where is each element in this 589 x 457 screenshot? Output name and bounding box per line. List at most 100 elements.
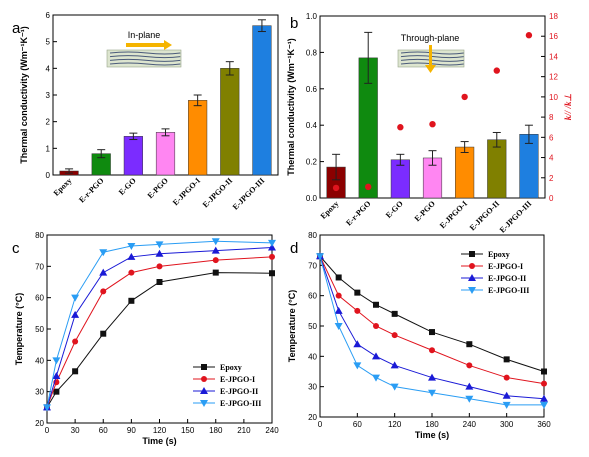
y-axis-label: Temperature (°C) bbox=[14, 293, 24, 365]
y-tick-label: 40 bbox=[308, 352, 317, 361]
data-point bbox=[335, 274, 342, 281]
y-tick-label: 2 bbox=[46, 118, 51, 127]
bar-e-pgo bbox=[155, 132, 176, 176]
y-tick-label: 60 bbox=[35, 294, 44, 303]
data-point bbox=[354, 289, 361, 296]
data-point bbox=[268, 239, 276, 247]
category-label: E-JPGO-III bbox=[231, 176, 267, 212]
data-point bbox=[155, 249, 164, 257]
legend-entry-e-jpgo-iii: E-JPGO-III bbox=[220, 399, 261, 408]
data-point bbox=[268, 243, 276, 251]
y-tick-label: 5 bbox=[46, 38, 51, 47]
data-point bbox=[373, 323, 379, 329]
y-axis-label: Thermal conductivity (Wm⁻¹K⁻¹) bbox=[286, 38, 296, 176]
series-line-e-jpgo-i bbox=[46, 256, 273, 408]
data-point bbox=[269, 270, 275, 277]
category-label: E-r-PGO bbox=[77, 176, 105, 204]
data-point bbox=[52, 372, 61, 379]
data-point bbox=[428, 373, 436, 381]
bar-e-jpgo-i bbox=[188, 100, 208, 176]
data-point bbox=[72, 368, 79, 375]
y-tick-label: 0.2 bbox=[306, 158, 318, 167]
x-tick-label: 60 bbox=[353, 420, 362, 429]
data-point bbox=[212, 269, 219, 276]
data-point bbox=[541, 368, 547, 375]
data-point bbox=[211, 246, 220, 254]
data-point bbox=[99, 268, 108, 276]
inset-sheet-line bbox=[400, 62, 464, 66]
y-tick-label: 20 bbox=[35, 419, 44, 428]
data-point bbox=[53, 388, 60, 395]
inset-sheet-line bbox=[400, 55, 464, 59]
category-label: E-r-PGO bbox=[344, 199, 372, 227]
y-tick-label: 30 bbox=[308, 383, 317, 392]
y-tick-label: 1.0 bbox=[306, 12, 318, 21]
y2-axis-label: k// /k⊥ bbox=[563, 94, 573, 121]
x-tick-label: 210 bbox=[237, 426, 251, 435]
data-point bbox=[429, 329, 435, 336]
data-point bbox=[100, 288, 107, 295]
inset-sheet-line bbox=[400, 51, 464, 55]
data-point bbox=[334, 306, 343, 314]
data-point bbox=[429, 347, 435, 354]
y-tick-label: 50 bbox=[35, 325, 44, 334]
data-point bbox=[155, 241, 164, 249]
data-point bbox=[354, 307, 361, 314]
data-point bbox=[390, 361, 399, 369]
ratio-point bbox=[397, 124, 404, 131]
y2-tick-label: 12 bbox=[549, 73, 558, 82]
y-tick-label: 6 bbox=[46, 11, 51, 20]
data-point bbox=[43, 404, 51, 412]
y-tick-label: 50 bbox=[308, 322, 317, 331]
data-point bbox=[391, 310, 398, 317]
data-point bbox=[502, 401, 511, 409]
data-point bbox=[469, 251, 475, 257]
y-tick-label: 0.6 bbox=[306, 85, 318, 94]
y-tick-label: 80 bbox=[308, 231, 317, 240]
y-tick-label: 4 bbox=[46, 64, 51, 73]
x-tick-label: 150 bbox=[181, 426, 195, 435]
y-tick-label: 0.8 bbox=[306, 48, 318, 57]
ratio-point bbox=[493, 67, 500, 74]
legend-entry-epoxy: Epoxy bbox=[220, 363, 242, 372]
category-label: E-GO bbox=[384, 199, 405, 220]
x-tick-label: 0 bbox=[318, 420, 323, 429]
ratio-point bbox=[429, 120, 436, 128]
category-label: E-JPGO-I bbox=[171, 176, 202, 207]
legend-entry-e-jpgo-ii: E-JPGO-II bbox=[220, 387, 258, 396]
y2-tick-label: 6 bbox=[549, 133, 554, 142]
data-point bbox=[127, 242, 136, 250]
y-tick-label: 3 bbox=[46, 91, 51, 100]
y-tick-label: 60 bbox=[308, 292, 317, 301]
data-point bbox=[72, 338, 79, 345]
x-tick-label: 120 bbox=[388, 420, 402, 429]
arrow-in-plane-head-icon bbox=[164, 40, 172, 50]
category-label: E-GO bbox=[117, 176, 138, 197]
ratio-point bbox=[365, 183, 372, 191]
y-tick-label: 0.0 bbox=[306, 194, 318, 203]
data-point bbox=[540, 401, 548, 409]
ratio-point bbox=[332, 184, 340, 192]
y2-tick-label: 18 bbox=[549, 12, 558, 21]
x-tick-label: 300 bbox=[500, 420, 514, 429]
x-tick-label: 90 bbox=[127, 426, 136, 435]
data-point bbox=[541, 380, 547, 387]
data-point bbox=[200, 400, 208, 407]
series-line-epoxy bbox=[46, 272, 273, 408]
x-axis-label: Time (s) bbox=[415, 430, 449, 440]
x-tick-label: 0 bbox=[45, 426, 50, 435]
data-point bbox=[353, 362, 362, 370]
data-point bbox=[128, 269, 135, 276]
y-tick-label: 40 bbox=[35, 356, 44, 365]
x-tick-label: 180 bbox=[209, 426, 223, 435]
y2-tick-label: 0 bbox=[549, 194, 554, 203]
y2-tick-label: 2 bbox=[549, 174, 554, 183]
data-point bbox=[540, 394, 548, 402]
y-tick-label: 1 bbox=[46, 144, 51, 153]
panel-label-d: d bbox=[290, 240, 298, 257]
ratio-point bbox=[461, 93, 468, 101]
category-label: E-JPGO-I bbox=[438, 199, 469, 230]
annotation-in-plane: In-plane bbox=[128, 30, 161, 40]
x-tick-label: 240 bbox=[463, 420, 477, 429]
x-tick-label: 180 bbox=[425, 420, 439, 429]
